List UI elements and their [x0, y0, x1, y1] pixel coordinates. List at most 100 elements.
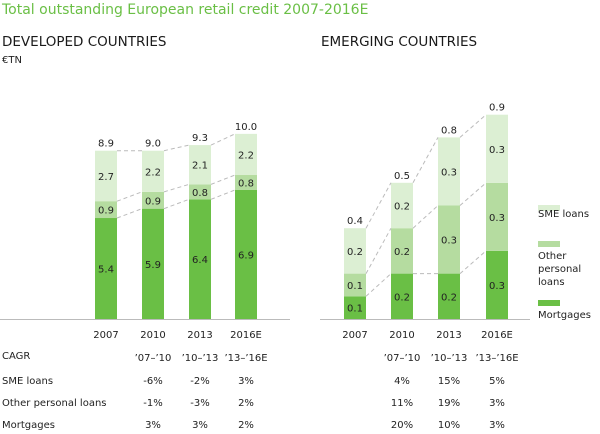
emerging-connector-line [459, 114, 487, 138]
developed-bar-sme-loans [142, 150, 164, 192]
emerging-cagr-value: 10% [438, 420, 460, 431]
emerging-cagr-header: ’10–’13 [431, 353, 468, 364]
developed-bar-sme-loans [235, 133, 257, 176]
developed-cagr-value: -1% [143, 398, 162, 409]
emerging-value-label: 0.2 [394, 202, 410, 213]
cagr-label: CAGR [2, 351, 31, 362]
emerging-title: EMERGING COUNTRIES [321, 34, 478, 50]
developed-value-label: 0.9 [145, 196, 161, 207]
developed-value-label: 6.4 [192, 255, 208, 266]
developed-total-label: 8.9 [98, 139, 114, 150]
emerging-bar-mortgages [486, 250, 508, 319]
developed-cagr-header: ’07–’10 [135, 353, 172, 364]
developed-cagr-header: ’10–’13 [182, 353, 219, 364]
emerging-value-label: 0.1 [347, 281, 363, 292]
emerging-bar-other-personal-loans [438, 205, 460, 274]
emerging-cagr-value: 4% [394, 376, 410, 387]
developed-bar-sme-loans [95, 150, 117, 202]
developed-connector-line [163, 198, 190, 210]
developed-cagr-header: ’13–’16E [224, 353, 267, 364]
legend-swatch [538, 241, 560, 247]
developed-value-label: 2.7 [98, 172, 114, 183]
emerging-total-label: 0.8 [441, 125, 457, 136]
developed-connector-line [163, 183, 190, 193]
legend-swatch [538, 205, 560, 211]
developed-value-label: 0.8 [238, 178, 254, 189]
developed-cagr-value: -6% [143, 376, 162, 387]
legend-label: Mortgages [538, 310, 591, 321]
cagr-row-label: Mortgages [2, 420, 55, 431]
emerging-bar-sme-loans [344, 228, 366, 274]
developed-bar-sme-loans [189, 145, 211, 185]
emerging-connector-line [365, 273, 392, 297]
developed-bar-mortgages [142, 208, 164, 319]
cagr-row-label: SME loans [2, 376, 53, 387]
emerging-cagr-value: 19% [438, 398, 460, 409]
developed-connector-line [210, 189, 236, 200]
developed-x-tick-label: 2016E [230, 330, 262, 341]
emerging-value-label: 0.3 [441, 167, 457, 178]
developed-cagr-value: 2% [238, 398, 254, 409]
emerging-x-tick-label: 2010 [389, 330, 414, 341]
developed-bar-other-personal-loans [235, 175, 257, 190]
emerging-cagr-header: ’13–’16E [475, 353, 518, 364]
developed-cagr-value: -3% [190, 398, 209, 409]
developed-x-tick-label: 2007 [93, 330, 118, 341]
developed-value-label: 0.9 [98, 206, 114, 217]
developed-connector-line [116, 191, 143, 202]
emerging-connector-line [412, 205, 439, 229]
developed-cagr-value: 2% [238, 420, 254, 431]
emerging-connector-line [459, 250, 487, 274]
developed-value-label: 2.2 [145, 167, 161, 178]
developed-bar-other-personal-loans [95, 201, 117, 219]
developed-cagr-value: 3% [145, 420, 161, 431]
developed-total-label: 9.3 [192, 133, 208, 144]
emerging-bar-mortgages [344, 296, 366, 319]
emerging-x-tick-label: 2007 [342, 330, 367, 341]
emerging-value-label: 0.2 [441, 292, 457, 303]
developed-cagr-value: -2% [190, 376, 209, 387]
emerging-total-label: 0.5 [394, 171, 410, 182]
emerging-bar-sme-loans [486, 114, 508, 183]
developed-total-label: 9.0 [145, 139, 161, 150]
emerging-cagr-value: 11% [391, 398, 413, 409]
emerging-cagr-value: 5% [489, 376, 505, 387]
legend-swatch [538, 300, 560, 306]
emerging-bar-other-personal-loans [486, 182, 508, 251]
developed-bar-other-personal-loans [142, 191, 164, 209]
emerging-cagr-value: 15% [438, 376, 460, 387]
developed-cagr-value: 3% [238, 376, 254, 387]
emerging-connector-line [412, 137, 439, 184]
emerging-value-label: 0.3 [441, 236, 457, 247]
developed-bar-mortgages [235, 189, 257, 319]
developed-connector-line [163, 144, 190, 152]
emerging-connector-line [365, 182, 392, 229]
emerging-connector-line [365, 227, 392, 274]
developed-bar-mortgages [189, 199, 211, 319]
emerging-value-label: 0.2 [347, 247, 363, 258]
developed-x-tick-label: 2010 [140, 330, 165, 341]
emerging-total-label: 0.9 [489, 103, 505, 114]
developed-x-tick-label: 2013 [187, 330, 212, 341]
developed-value-label: 0.8 [192, 188, 208, 199]
emerging-bar-mortgages [438, 273, 460, 319]
emerging-x-tick-label: 2016E [481, 330, 513, 341]
developed-cagr-value: 3% [192, 420, 208, 431]
emerging-value-label: 0.2 [394, 247, 410, 258]
emerging-cagr-value: 3% [489, 398, 505, 409]
emerging-bar-other-personal-loans [344, 273, 366, 297]
developed-value-label: 2.2 [238, 150, 254, 161]
developed-value-label: 5.4 [98, 265, 114, 276]
emerging-total-label: 0.4 [347, 216, 363, 227]
developed-connector-line [210, 174, 236, 185]
emerging-value-label: 0.3 [489, 145, 505, 156]
developed-title: DEVELOPED COUNTRIES [2, 34, 167, 50]
unit-label: €TN [2, 55, 22, 66]
emerging-bar-sme-loans [391, 182, 413, 229]
emerging-value-label: 0.1 [347, 304, 363, 315]
developed-value-label: 5.9 [145, 260, 161, 271]
emerging-bar-sme-loans [438, 137, 460, 206]
developed-bar-mortgages [95, 218, 117, 319]
